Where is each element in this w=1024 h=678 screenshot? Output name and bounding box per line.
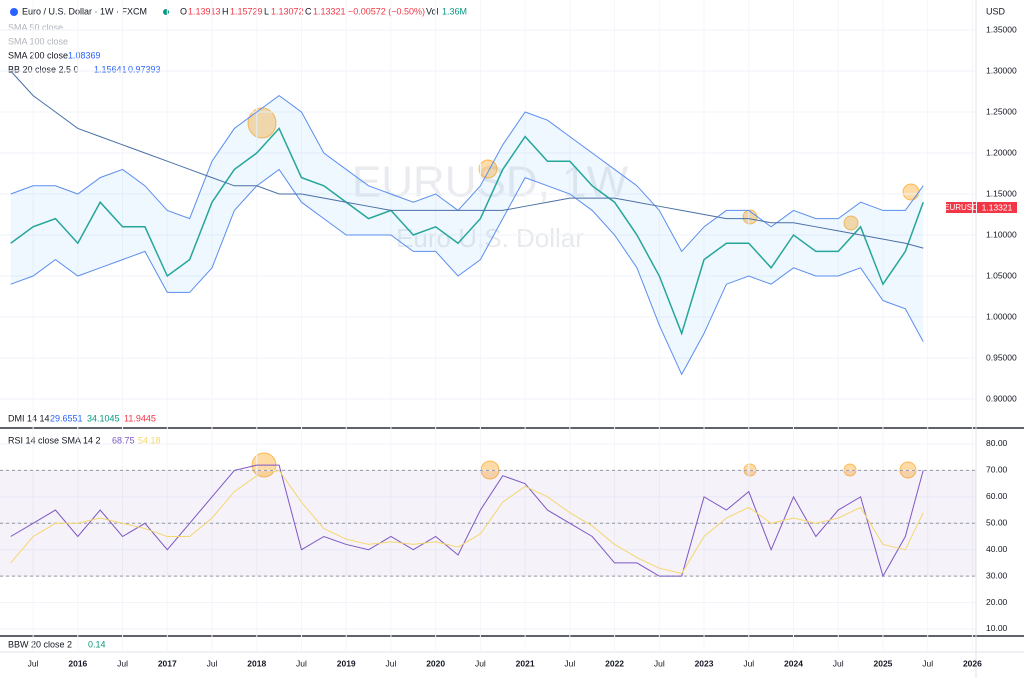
indicator-value: 0.14: [88, 639, 106, 649]
indicator-value: 54.18: [138, 435, 161, 445]
indicator-label: RSI 14 close SMA 14 2: [8, 435, 101, 445]
x-tick-label: Jul: [743, 658, 754, 668]
x-tick-label: Jul: [28, 658, 39, 668]
y-tick-label: 1.20000: [986, 147, 1017, 157]
indicator-label: BB 20 close 2.5 0: [8, 64, 79, 74]
x-tick-label: Jul: [564, 658, 575, 668]
status-dot: [163, 9, 169, 15]
x-tick-label: 2021: [516, 658, 535, 668]
y-tick-label: 0.95000: [986, 352, 1017, 362]
indicator-value: 0.97393: [128, 64, 161, 74]
x-tick-label: Jul: [117, 658, 128, 668]
y-tick-label: 10.00: [986, 623, 1008, 633]
vol-label: Vol: [426, 6, 439, 16]
indicator-value: 1.08369: [68, 50, 101, 60]
indicator-value: 1.15641: [94, 64, 127, 74]
y-tick-label: 70.00: [986, 465, 1008, 475]
indicator-value: 34.1045: [87, 413, 120, 423]
indicator-label: BBW 20 close 2: [8, 639, 72, 649]
indicator-value: 68.75: [112, 435, 135, 445]
y-tick-label: 1.10000: [986, 229, 1017, 239]
indicator-label: DMI 14 14: [8, 413, 50, 423]
y-tick-label: 1.25000: [986, 106, 1017, 116]
series-line: [10, 469, 924, 575]
y-tick-label: 30.00: [986, 570, 1008, 580]
x-tick-label: Jul: [385, 658, 396, 668]
x-tick-label: 2024: [784, 658, 803, 668]
vol-value: 1.36M: [442, 6, 467, 16]
y-tick-label: 1.35000: [986, 24, 1017, 34]
y-tick-label: 0.90000: [986, 393, 1017, 403]
ohlc-label: O: [180, 6, 187, 16]
symbol: Euro / U.S. Dollar · 1W · FXCM: [22, 6, 147, 16]
x-tick-label: Jul: [475, 658, 486, 668]
x-tick-label: 2026: [963, 658, 982, 668]
y-tick-label: 60.00: [986, 491, 1008, 501]
y-tick-label: 80.00: [986, 438, 1008, 448]
y-tick-label: 1.30000: [986, 65, 1017, 75]
x-tick-label: 2018: [247, 658, 266, 668]
y-tick-label: 50.00: [986, 518, 1008, 528]
x-tick-label: 2023: [695, 658, 714, 668]
y-tick-label: 1.05000: [986, 270, 1017, 280]
symbol-tag-text: EURUSD: [944, 203, 978, 212]
indicator-label: SMA 200 close: [8, 50, 68, 60]
ohlc-label: C: [305, 6, 312, 16]
ohlc-value: 1.13072: [271, 6, 304, 16]
currency[interactable]: USD: [986, 6, 1006, 16]
x-tick-label: 2017: [158, 658, 177, 668]
ohlc-value: 1.13321: [313, 6, 346, 16]
indicator-label: SMA 50 close: [8, 22, 63, 32]
price-tag-text: 1.13321: [982, 202, 1013, 212]
series-line: [10, 464, 924, 578]
y-tick-label: 40.00: [986, 544, 1008, 554]
x-tick-label: 2016: [68, 658, 87, 668]
x-tick-label: 2022: [605, 658, 624, 668]
y-tick-label: 1.15000: [986, 188, 1017, 198]
logo: [10, 8, 18, 16]
indicator-value: 11.9445: [124, 413, 156, 423]
change: −0.00572 (−0.50%): [348, 6, 425, 16]
x-tick-label: Jul: [922, 658, 933, 668]
x-tick-label: 2025: [874, 658, 893, 668]
y-tick-label: 1.00000: [986, 311, 1017, 321]
x-tick-label: Jul: [296, 658, 307, 668]
series-line: [10, 127, 924, 336]
indicator-label: SMA 100 close: [8, 36, 68, 46]
series-line: [10, 168, 924, 376]
highlight: [843, 215, 859, 231]
series-line: [10, 94, 924, 253]
symbol-tag: [946, 202, 976, 213]
ohlc-value: 1.13913: [188, 6, 221, 16]
x-tick-label: 2020: [426, 658, 445, 668]
ohlc-label: L: [264, 6, 269, 16]
x-tick-label: Jul: [833, 658, 844, 668]
series-line: [10, 70, 924, 249]
y-tick-label: 20.00: [986, 597, 1008, 607]
x-tick-label: Jul: [207, 658, 218, 668]
ohlc-label: H: [222, 6, 229, 16]
indicator-value: 29.6551: [50, 413, 83, 423]
ohlc-value: 1.15729: [230, 6, 263, 16]
watermark-name: Euro U.S. Dollar: [396, 223, 584, 253]
price-tag: [977, 202, 1017, 213]
x-tick-label: Jul: [654, 658, 665, 668]
x-tick-label: 2019: [337, 658, 356, 668]
